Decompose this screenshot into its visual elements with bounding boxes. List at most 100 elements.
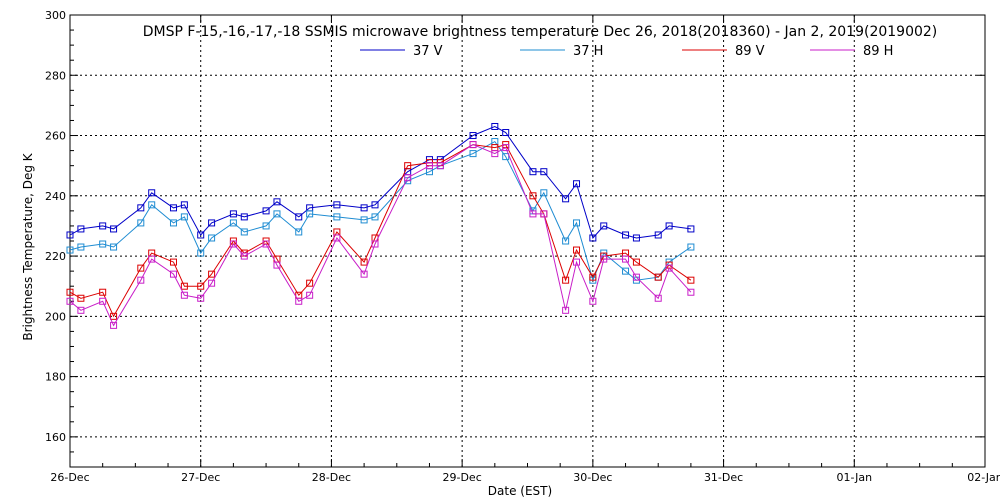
data-point-marker [262, 222, 270, 230]
legend-label: 37 H [573, 44, 603, 59]
data-point-marker [66, 246, 74, 254]
data-point-marker [240, 228, 248, 236]
data-point-marker [540, 189, 548, 197]
data-point-marker [208, 270, 216, 278]
data-point-marker [110, 312, 118, 320]
data-point-marker [77, 306, 85, 314]
data-point-marker [208, 219, 216, 227]
data-point-marker [562, 276, 570, 284]
y-tick-label: 180 [45, 371, 66, 384]
data-point-marker [589, 297, 597, 305]
data-point-marker [169, 270, 177, 278]
legend-label: 89 V [735, 44, 765, 59]
y-axis-label: Brightness Temperature, Deg K [21, 152, 35, 340]
legend-label: 89 H [863, 44, 893, 59]
data-point-marker [137, 264, 145, 272]
y-tick-label: 160 [45, 431, 66, 444]
data-point-marker [632, 273, 640, 281]
x-tick-label: 29-Dec [443, 471, 482, 484]
data-point-marker [687, 225, 695, 233]
data-point-marker [197, 282, 205, 290]
data-point-marker [404, 174, 412, 182]
data-point-marker [66, 297, 74, 305]
data-point-marker [77, 294, 85, 302]
data-point-marker [404, 162, 412, 170]
data-point-marker [654, 273, 662, 281]
data-point-marker [562, 237, 570, 245]
data-point-marker [469, 150, 477, 158]
data-point-marker [371, 240, 379, 248]
data-point-marker [600, 255, 608, 263]
data-point-marker [600, 222, 608, 230]
data-point-marker [273, 261, 281, 269]
data-point-marker [469, 141, 477, 149]
data-point-marker [148, 201, 156, 209]
data-point-marker [306, 291, 314, 299]
data-point-marker [240, 213, 248, 221]
x-axis-label: Date (EST) [488, 484, 552, 498]
data-point-marker [632, 258, 640, 266]
series-line [69, 144, 692, 327]
data-point-marker [665, 222, 673, 230]
data-point-marker [197, 231, 205, 239]
data-point-marker [110, 225, 118, 233]
data-point-marker [687, 243, 695, 251]
y-tick-label: 220 [45, 250, 66, 263]
series-line [69, 140, 692, 282]
y-tick-label: 280 [45, 69, 66, 82]
data-point-marker [622, 255, 630, 263]
x-tick-label: 28-Dec [312, 471, 351, 484]
data-point-marker [360, 258, 368, 266]
data-point-marker [295, 213, 303, 221]
legend-label: 37 V [413, 44, 443, 59]
data-point-marker [169, 204, 177, 212]
data-point-marker [622, 231, 630, 239]
data-point-marker [180, 201, 188, 209]
data-point-marker [333, 201, 341, 209]
data-point-marker [208, 234, 216, 242]
chart-title: DMSP F-15,-16,-17,-18 SSMIS microwave br… [143, 24, 938, 40]
y-tick-label: 240 [45, 190, 66, 203]
x-tick-label: 27-Dec [181, 471, 220, 484]
y-tick-label: 260 [45, 130, 66, 143]
data-point-marker [169, 258, 177, 266]
data-point-marker [502, 153, 510, 161]
series-line [69, 125, 691, 239]
data-point-marker [137, 204, 145, 212]
data-point-marker [529, 210, 537, 218]
data-point-marker [197, 294, 205, 302]
data-point-marker [573, 219, 581, 227]
data-point-marker [229, 240, 237, 248]
data-point-marker [360, 270, 368, 278]
data-point-marker [502, 129, 510, 137]
plot-frame [69, 14, 986, 468]
data-point-marker [540, 210, 548, 218]
y-tick-label: 300 [45, 9, 66, 22]
data-point-marker [148, 189, 156, 197]
data-point-marker [589, 234, 597, 242]
data-point-marker [632, 234, 640, 242]
data-point-marker [229, 219, 237, 227]
data-point-marker [371, 213, 379, 221]
data-point-marker [306, 210, 314, 218]
y-tick-label: 200 [45, 310, 66, 323]
data-point-marker [360, 216, 368, 224]
x-tick-label: 01-Jan [837, 471, 873, 484]
data-point-marker [529, 168, 537, 176]
data-point-marker [262, 240, 270, 248]
data-point-marker [262, 207, 270, 215]
data-point-marker [137, 219, 145, 227]
data-point-marker [502, 144, 510, 152]
x-tick-label: 02-Jan [967, 471, 1000, 484]
data-point-marker [295, 297, 303, 305]
data-point-marker [654, 294, 662, 302]
data-point-marker [687, 276, 695, 284]
data-point-marker [99, 288, 107, 296]
data-point-marker [240, 252, 248, 260]
series-layer [66, 122, 695, 329]
data-point-marker [529, 192, 537, 200]
data-point-marker [687, 288, 695, 296]
data-point-marker [360, 204, 368, 212]
data-point-marker [573, 180, 581, 188]
legend: 37 V 37 H 89 V 89 H [360, 44, 893, 59]
